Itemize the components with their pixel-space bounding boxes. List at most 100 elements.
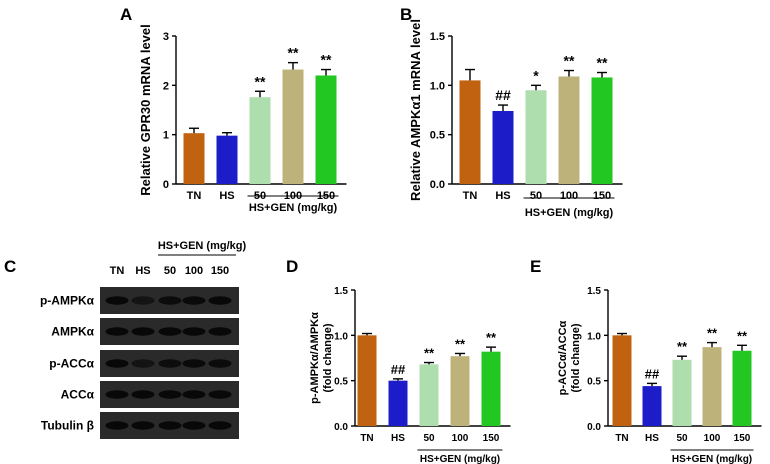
blot-band [131,390,155,399]
category-label: 100 [452,433,469,444]
category-label: HS [495,190,510,202]
blot-band [131,327,155,336]
blot-row-label: AMPKα [51,325,94,339]
bar [315,75,337,184]
blot-band [208,296,232,305]
bar [216,135,238,184]
blot-band [158,421,182,430]
y-axis-title-line: (fold change) [322,323,334,392]
panel-letter-c: C [4,257,16,276]
blot-band [182,296,206,305]
bar [450,356,470,426]
significance-label: ** [255,73,266,89]
y-tick-label: 1.5 [430,31,445,43]
blot-band [208,421,232,430]
category-label: 50 [530,190,542,202]
y-tick-label: 0.5 [334,377,348,388]
blot-lane-label: 50 [164,265,176,277]
bar [558,76,580,184]
panel-letter-e: E [530,257,541,276]
y-tick-label: 0 [163,179,169,191]
significance-label: ## [391,362,406,377]
panel-letter-d: D [286,257,298,276]
blot-lane-label: 100 [185,265,203,277]
blot-row-label: p-ACCα [49,357,94,371]
bar [282,69,304,184]
y-axis-title-line: p-AMPKα/AMPKα [309,312,321,404]
y-tick-label: 1.0 [334,331,348,342]
y-tick-label: 0.5 [430,130,445,142]
y-tick-label: 1.0 [430,80,445,92]
blot-band [105,421,129,430]
significance-label: ## [495,87,511,103]
y-tick-label: 1.5 [334,286,348,297]
bar [388,380,408,426]
y-tick-label: 2 [163,80,169,92]
category-label: TN [360,433,373,444]
blot-band [131,359,155,368]
significance-label: ** [288,45,299,61]
blot-band [131,296,155,305]
significance-label: ** [455,336,466,351]
blot-band [105,359,129,368]
y-tick-label: 1.5 [587,286,601,297]
y-axis-title: Relative GPR30 mRNA level [138,24,153,195]
significance-label: ** [564,53,575,69]
blot-row-label: p-AMPKα [40,294,95,308]
category-label: 50 [676,433,688,444]
blot-band [208,359,232,368]
significance-label: ** [737,328,748,343]
bar [419,364,439,426]
category-label: HS [391,433,405,444]
category-label: 100 [704,433,721,444]
blot-band [208,390,232,399]
y-tick-label: 1.0 [587,331,601,342]
category-label: 100 [560,190,578,202]
y-axis-title-line: p-ACCα/ACCα [557,320,569,395]
category-label: TN [463,190,478,202]
significance-label: ** [424,346,435,361]
blot-band [158,359,182,368]
blot-band [105,390,129,399]
y-tick-label: 3 [163,31,169,43]
blot-row-label: ACCα [61,388,95,402]
blot-lane-label: HS [135,265,150,277]
blot-row-label: Tubulin β [41,419,94,433]
bar [525,90,547,184]
bar [481,351,501,426]
western-blot: HS+GEN (mg/kg) TN HS 50 100 150 p-AMPKα AMPKα p-… [40,240,247,439]
blot-band [182,390,206,399]
bar [612,335,632,426]
bar [357,335,377,426]
category-label: HS [219,190,234,202]
blot-header: HS+GEN (mg/kg) [158,240,247,252]
y-axis-title-line: (fold change) [570,323,582,392]
blot-lane-label: TN [110,265,125,277]
bar [732,350,752,426]
blot-band [158,327,182,336]
significance-label: * [533,67,539,83]
category-label: TN [615,433,628,444]
significance-label: ** [597,55,608,71]
y-tick-label: 0.0 [334,422,348,433]
bar [492,110,514,184]
chart-p-ampka-ratio: 0.0 0.5 1.0 1.5 p-AMPKα/AMPKα(fold change) TN… [309,286,511,464]
bar [642,386,662,426]
y-tick-label: 1 [163,130,169,142]
bar [249,97,271,184]
x-axis-title: HS+GEN (mg/kg) [249,202,338,214]
category-label: 150 [483,433,500,444]
x-axis-title: HS+GEN (mg/kg) [672,454,752,464]
blot-band [182,359,206,368]
blot-band [158,390,182,399]
category-label: HS [645,433,659,444]
bar [591,77,613,184]
category-label: 150 [734,433,751,444]
blot-band [182,327,206,336]
y-tick-label: 0.0 [430,179,445,191]
y-axis-title: p-AMPKα/AMPKα(fold change) [309,312,334,404]
category-label: 50 [423,433,435,444]
category-label: 150 [593,190,611,202]
